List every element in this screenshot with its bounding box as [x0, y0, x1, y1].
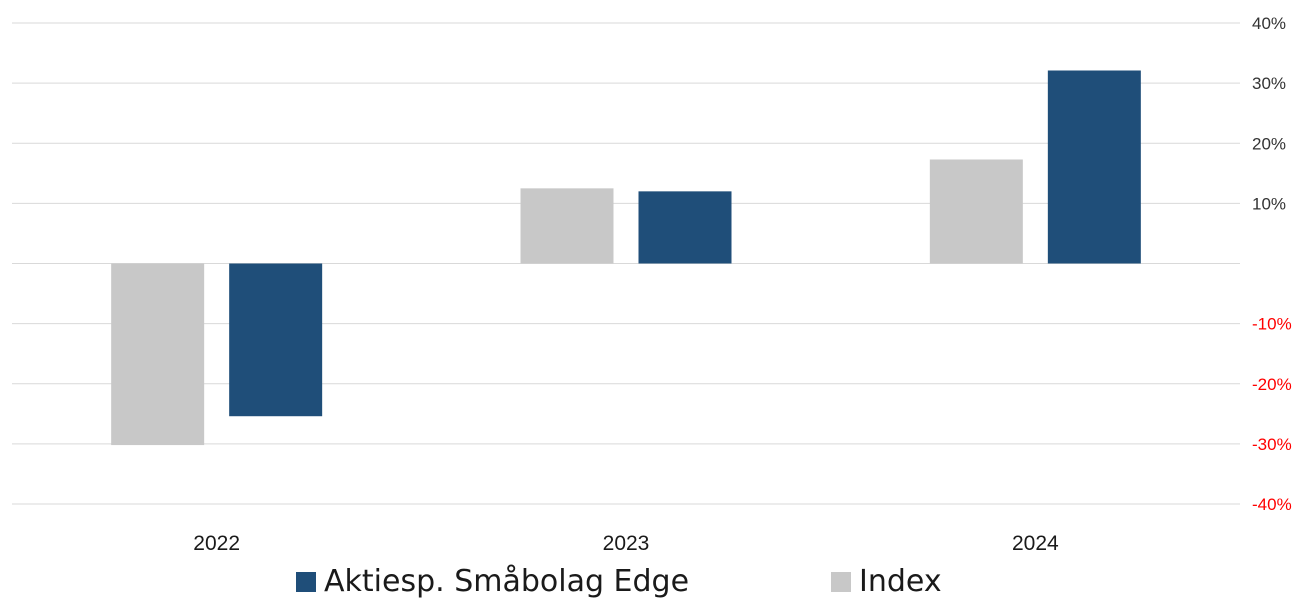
x-axis-categories: 2022 2023 2024 [193, 532, 1059, 555]
y-tick-label: -40% [1252, 495, 1292, 514]
y-tick-label: -30% [1252, 435, 1292, 454]
gridlines [12, 22, 1240, 505]
y-tick-label: 40% [1252, 14, 1286, 33]
x-tick-label: 2024 [1012, 532, 1059, 555]
x-tick-label: 2023 [603, 532, 650, 555]
legend-swatch-aktiesp [296, 571, 316, 592]
legend-item-aktiesp: Aktiesp. Småbolag Edge [296, 563, 689, 600]
y-tick-label: -20% [1252, 375, 1292, 394]
legend: Aktiesp. Småbolag Edge Index [0, 563, 1311, 600]
y-tick-label: -10% [1252, 315, 1292, 334]
y-tick-label: 20% [1252, 134, 1286, 153]
y-tick-label: 30% [1252, 74, 1286, 93]
x-tick-label: 2022 [193, 532, 240, 555]
bars [111, 70, 1141, 446]
bar-index-2023 [520, 188, 614, 264]
bar-index-2024 [929, 159, 1023, 264]
legend-label-aktiesp: Aktiesp. Småbolag Edge [324, 564, 690, 599]
bar-aktiesp-sm-bolag-edge-2022 [229, 263, 323, 417]
y-tick-label: 10% [1252, 194, 1286, 213]
legend-item-index: Index [831, 563, 942, 600]
bar-aktiesp-sm-bolag-edge-2024 [1047, 70, 1141, 264]
bar-index-2022 [111, 263, 205, 446]
legend-swatch-index [831, 571, 851, 592]
y-axis-ticks: 40% 30% 20% 10% -10% -20% -30% -40% [1252, 14, 1292, 514]
legend-label-index: Index [859, 564, 942, 599]
bar-aktiesp-sm-bolag-edge-2023 [638, 191, 732, 264]
